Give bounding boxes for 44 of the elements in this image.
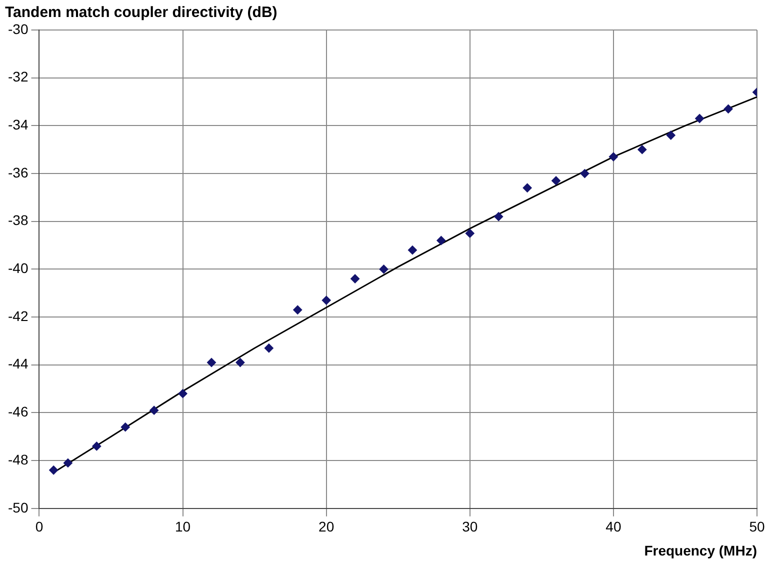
y-tick-label: -38 — [8, 212, 28, 228]
point — [379, 264, 388, 274]
point — [638, 145, 647, 154]
point — [695, 114, 704, 124]
x-tick-label: 10 — [175, 518, 191, 535]
x-tick-label: 30 — [462, 518, 478, 535]
point — [150, 406, 159, 415]
y-tick-label: -32 — [8, 68, 28, 85]
point — [178, 389, 188, 398]
point — [580, 169, 590, 178]
chart-title: Tandem match coupler directivity (dB) — [5, 4, 278, 22]
point — [666, 130, 676, 140]
point — [49, 466, 58, 475]
x-tick-label: 20 — [318, 518, 334, 535]
point — [293, 305, 302, 314]
y-tick-label: -30 — [8, 20, 28, 37]
y-tick-label: -42 — [8, 308, 28, 324]
point — [207, 358, 216, 367]
point — [264, 344, 274, 353]
point — [436, 236, 446, 245]
y-tick-label: -50 — [8, 499, 28, 516]
point — [494, 212, 504, 222]
y-tick-label: -46 — [8, 404, 28, 420]
x-tick-label: 0 — [35, 518, 44, 535]
y-tick-label: -48 — [8, 451, 28, 468]
x-tick-label: 50 — [749, 518, 765, 535]
x-tick-label: 40 — [606, 518, 622, 535]
y-tick-label: -44 — [8, 356, 28, 372]
point — [236, 358, 245, 367]
y-tick-label: -40 — [8, 260, 28, 276]
point — [552, 176, 561, 186]
point — [465, 228, 474, 238]
y-tick-label: -36 — [8, 164, 28, 180]
point — [608, 152, 618, 162]
point — [724, 104, 733, 114]
point — [120, 422, 130, 432]
point — [322, 296, 331, 305]
point — [92, 442, 102, 451]
point — [408, 246, 417, 255]
point — [350, 274, 360, 284]
y-tick-label: -34 — [8, 116, 28, 133]
point — [63, 458, 72, 468]
x-axis-title: Frequency (MHz) — [644, 542, 757, 558]
point — [522, 183, 532, 192]
